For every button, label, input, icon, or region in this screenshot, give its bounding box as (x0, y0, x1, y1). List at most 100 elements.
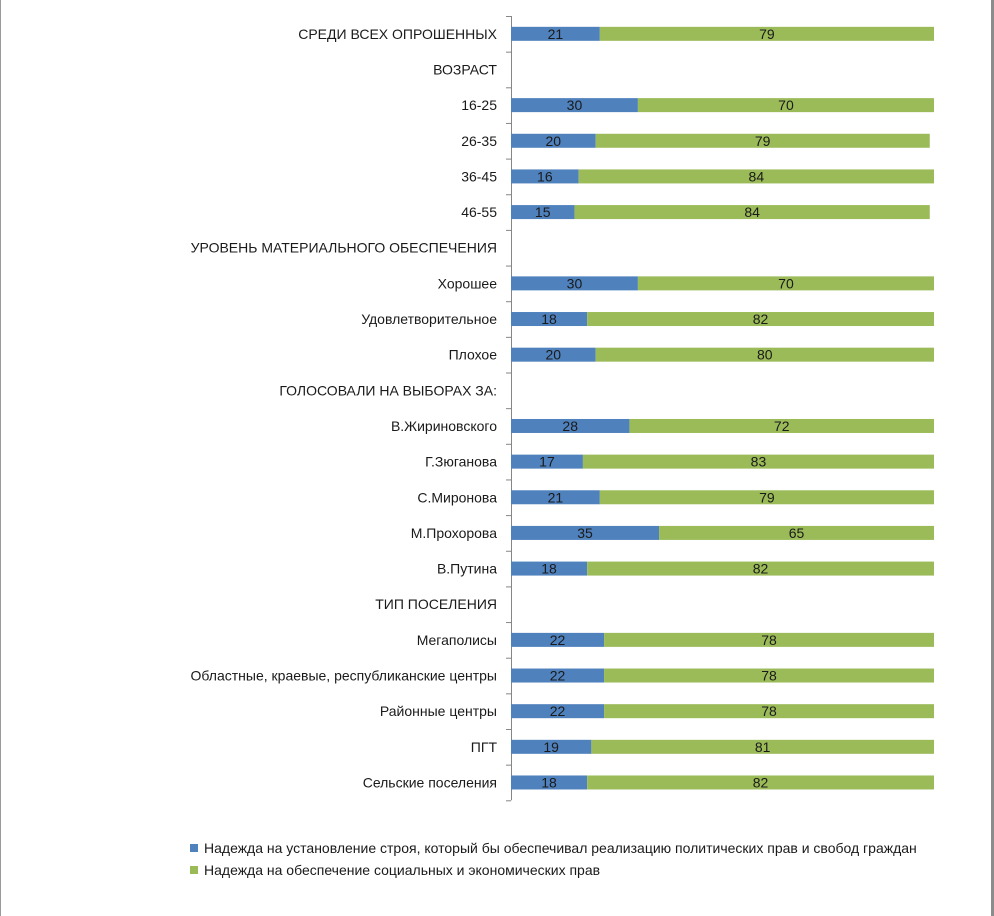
bar-segment-political (511, 169, 579, 184)
bar-segment-social (587, 775, 934, 790)
bar-segment-social (595, 133, 930, 148)
bar-segment-political (511, 739, 592, 754)
data-label: 81 (755, 739, 771, 755)
data-label: 78 (761, 703, 777, 719)
data-label: 30 (567, 275, 583, 291)
data-label: 84 (749, 168, 765, 184)
bar-segment-social (604, 668, 934, 683)
data-label: 82 (753, 561, 769, 577)
data-label: 78 (761, 632, 777, 648)
data-label: 72 (774, 418, 790, 434)
bar-segment-social (637, 276, 934, 291)
category-label: ГОЛОСОВАЛИ НА ВЫБОРАХ ЗА: (279, 382, 497, 398)
bar-segment-social (582, 454, 934, 469)
category-label: 16-25 (461, 97, 497, 113)
category-label: Районные центры (380, 703, 497, 719)
data-label: 22 (550, 668, 566, 684)
data-label: 16 (537, 168, 553, 184)
data-label: 80 (757, 347, 773, 363)
legend-label-political: Надежда на установление строя, который б… (204, 840, 917, 856)
data-label: 19 (543, 739, 559, 755)
bar-segment-political (511, 98, 638, 113)
data-label: 82 (753, 311, 769, 327)
data-label: 17 (539, 454, 555, 470)
category-label: Плохое (449, 347, 498, 363)
data-label: 35 (577, 525, 593, 541)
bar-segment-social (659, 525, 934, 540)
data-label: 79 (755, 133, 771, 149)
category-label: 36-45 (461, 168, 497, 184)
bar-segment-political (511, 276, 638, 291)
data-label: 65 (789, 525, 805, 541)
legend-item-political: Надежда на установление строя, который б… (190, 839, 930, 857)
data-label: 84 (744, 204, 760, 220)
bar-segment-social (587, 561, 934, 576)
bar-segment-political (511, 490, 600, 505)
bar-segment-political (511, 133, 596, 148)
category-label: ТИП ПОСЕЛЕНИЯ (375, 596, 497, 612)
data-label: 15 (535, 204, 551, 220)
data-label: 18 (541, 311, 557, 327)
data-label: 22 (550, 703, 566, 719)
data-label: 21 (548, 26, 564, 42)
bar-segment-political (511, 775, 588, 790)
category-label: М.Прохорова (411, 525, 498, 541)
category-label: С.Миронова (417, 489, 497, 505)
bar-segment-social (587, 312, 934, 327)
legend-label-social: Надежда на обеспечение социальных и экон… (204, 862, 601, 878)
data-label: 28 (562, 418, 578, 434)
legend-swatch-blue (190, 844, 198, 852)
bar-segment-political (511, 561, 588, 576)
category-label: В.Путина (437, 561, 497, 577)
category-label: ВОЗРАСТ (433, 61, 497, 77)
data-label: 21 (548, 489, 564, 505)
bar-segment-political (511, 668, 605, 683)
legend-item-social: Надежда на обеспечение социальных и экон… (190, 861, 930, 879)
bar-segment-political (511, 26, 600, 41)
category-label: 46-55 (461, 204, 497, 220)
data-label: 22 (550, 632, 566, 648)
category-label: Удовлетворительное (361, 311, 497, 327)
category-label: В.Жириновского (391, 418, 497, 434)
bar-segment-social (595, 347, 934, 362)
data-label: 20 (546, 133, 562, 149)
data-label: 18 (541, 774, 557, 790)
bar-segment-political (511, 704, 605, 719)
data-label: 70 (778, 97, 794, 113)
bar-segment-political (511, 347, 596, 362)
bar-segment-social (578, 169, 934, 184)
data-label: 20 (546, 347, 562, 363)
bar-segment-political (511, 418, 630, 433)
bar-segment-social (599, 490, 934, 505)
bar-segment-social (574, 205, 930, 220)
bar-segment-political (511, 525, 660, 540)
category-label: 26-35 (461, 133, 497, 149)
bar-segment-political (511, 454, 583, 469)
bar-segment-social (629, 418, 934, 433)
category-label: Сельские поселения (363, 774, 497, 790)
bar-segment-political (511, 205, 575, 220)
category-label: ПГТ (471, 739, 498, 755)
data-label: 70 (778, 275, 794, 291)
bar-segment-political (511, 312, 588, 327)
bar-segment-social (604, 632, 934, 647)
page-border-right (991, 0, 994, 916)
bar-segment-social (604, 704, 934, 719)
data-label: 82 (753, 774, 769, 790)
page-border-left (0, 0, 1, 916)
category-label: Г.Зюганова (425, 454, 497, 470)
data-label: 18 (541, 561, 557, 577)
data-label: 30 (567, 97, 583, 113)
bar-segment-social (637, 98, 934, 113)
stacked-bar-chart: СРЕДИ ВСЕХ ОПРОШЕННЫХ 21 79 ВОЗРАСТ 16-25 30 7… (191, 16, 934, 802)
category-label: Хорошее (438, 275, 498, 291)
legend-swatch-green (190, 866, 198, 874)
bar-segment-social (599, 26, 934, 41)
legend: Надежда на установление строя, который б… (190, 839, 930, 883)
category-label: Областные, краевые, республиканские цент… (191, 668, 497, 684)
data-label: 79 (759, 26, 775, 42)
data-label: 83 (751, 454, 767, 470)
data-label: 79 (759, 489, 775, 505)
bar-segment-social (591, 739, 934, 754)
category-label: УРОВЕНЬ МАТЕРИАЛЬНОГО ОБЕСПЕЧЕНИЯ (191, 240, 497, 256)
